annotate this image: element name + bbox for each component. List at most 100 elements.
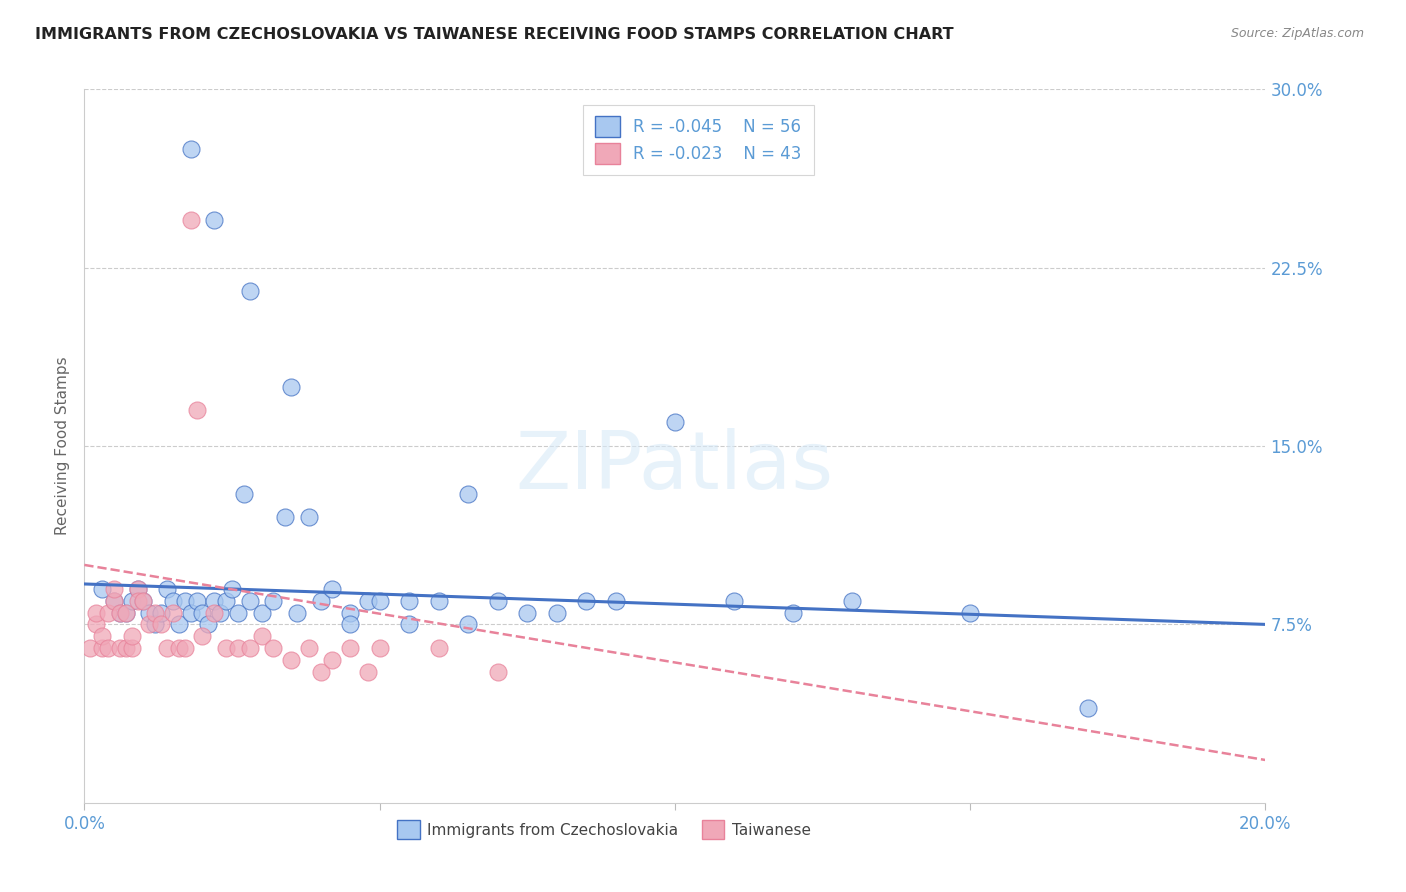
Point [173, 641, 195, 656]
Point [202, 593, 225, 607]
Point [398, 617, 420, 632]
Point [262, 641, 284, 656]
Point [723, 593, 745, 607]
Point [226, 606, 249, 620]
Point [427, 641, 450, 656]
Point [156, 582, 179, 596]
Point [132, 593, 155, 607]
Y-axis label: Receiving Food Stamps: Receiving Food Stamps [55, 357, 70, 535]
Point [262, 593, 284, 607]
Point [138, 617, 160, 632]
Point [103, 593, 125, 607]
Point [84, 606, 107, 620]
Point [280, 379, 302, 393]
Point [782, 606, 804, 620]
Point [959, 606, 981, 620]
Point [127, 582, 149, 596]
Point [180, 606, 202, 620]
Point [339, 641, 361, 656]
Point [309, 593, 332, 607]
Point [121, 593, 143, 607]
Point [605, 593, 627, 607]
Point [215, 641, 238, 656]
Point [215, 593, 238, 607]
Point [368, 641, 391, 656]
Point [285, 606, 308, 620]
Point [162, 606, 184, 620]
Point [127, 582, 149, 596]
Point [239, 641, 262, 656]
Point [357, 665, 380, 679]
Point [143, 617, 166, 632]
Point [91, 582, 114, 596]
Point [357, 593, 380, 607]
Point [180, 213, 202, 227]
Point [138, 606, 160, 620]
Point [132, 593, 155, 607]
Point [186, 403, 208, 417]
Point [173, 593, 195, 607]
Point [309, 665, 332, 679]
Point [114, 641, 136, 656]
Point [486, 593, 509, 607]
Point [108, 606, 131, 620]
Text: Source: ZipAtlas.com: Source: ZipAtlas.com [1230, 27, 1364, 40]
Point [121, 629, 143, 643]
Point [156, 641, 179, 656]
Point [180, 142, 202, 156]
Point [150, 606, 173, 620]
Point [97, 606, 120, 620]
Point [546, 606, 568, 620]
Point [202, 606, 225, 620]
Legend: Immigrants from Czechoslovakia, Taiwanese: Immigrants from Czechoslovakia, Taiwanes… [391, 814, 817, 845]
Point [121, 641, 143, 656]
Point [339, 617, 361, 632]
Point [127, 593, 149, 607]
Point [1077, 700, 1099, 714]
Point [321, 582, 343, 596]
Point [250, 629, 273, 643]
Point [150, 617, 173, 632]
Point [321, 653, 343, 667]
Point [398, 593, 420, 607]
Point [103, 582, 125, 596]
Point [339, 606, 361, 620]
Point [91, 641, 114, 656]
Point [221, 582, 243, 596]
Point [575, 593, 598, 607]
Point [298, 641, 321, 656]
Point [97, 641, 120, 656]
Text: ZIPatlas: ZIPatlas [516, 428, 834, 507]
Point [232, 486, 254, 500]
Point [516, 606, 538, 620]
Point [239, 593, 262, 607]
Point [191, 629, 214, 643]
Point [486, 665, 509, 679]
Point [457, 617, 479, 632]
Point [239, 285, 262, 299]
Point [108, 606, 131, 620]
Point [298, 510, 321, 524]
Point [197, 617, 219, 632]
Point [91, 629, 114, 643]
Point [114, 606, 136, 620]
Point [209, 606, 232, 620]
Point [167, 641, 190, 656]
Point [250, 606, 273, 620]
Point [841, 593, 863, 607]
Point [368, 593, 391, 607]
Point [202, 213, 225, 227]
Point [167, 617, 190, 632]
Text: IMMIGRANTS FROM CZECHOSLOVAKIA VS TAIWANESE RECEIVING FOOD STAMPS CORRELATION CH: IMMIGRANTS FROM CZECHOSLOVAKIA VS TAIWAN… [35, 27, 953, 42]
Point [457, 486, 479, 500]
Point [84, 617, 107, 632]
Point [114, 606, 136, 620]
Point [664, 415, 686, 429]
Point [191, 606, 214, 620]
Point [427, 593, 450, 607]
Point [280, 653, 302, 667]
Point [108, 641, 131, 656]
Point [143, 606, 166, 620]
Point [274, 510, 297, 524]
Point [103, 593, 125, 607]
